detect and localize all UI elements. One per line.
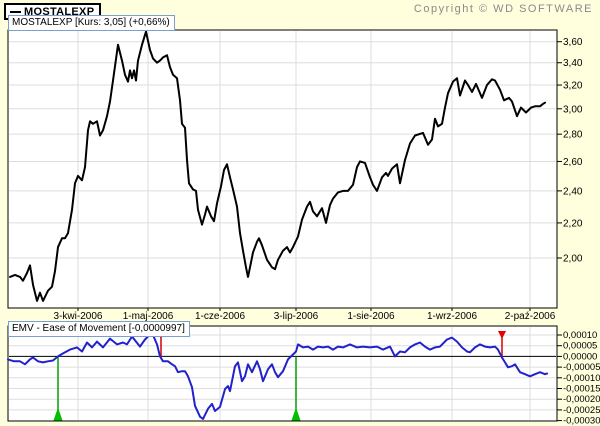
price-series-line — [9, 30, 546, 302]
price-axis-label: 3,20 — [563, 81, 583, 92]
emv-axis-label: 0,00005 — [563, 341, 597, 352]
emv-axis-label: -0,00015 — [563, 384, 600, 395]
price-axis-label: 3,40 — [563, 58, 583, 69]
copyright-text: Copyright © WD SOFTWARE — [413, 3, 593, 15]
price-axis-label: 2,20 — [563, 218, 583, 229]
x-axis-date-label: 1-cze-2006 — [195, 311, 245, 322]
price-axis-label: 2,60 — [563, 157, 583, 168]
price-axis-label: 2,80 — [563, 130, 583, 141]
x-axis-date-label: 1-maj-2006 — [123, 311, 174, 322]
x-axis-date-label: 1-sie-2006 — [347, 311, 395, 322]
price-axis-label: 2,00 — [563, 253, 583, 264]
emv-info-label[interactable]: EMV - Ease of Movement [-0,0000997] — [8, 321, 190, 337]
buy-signal-marker — [53, 407, 63, 421]
emv-axis-label: -0,00005 — [563, 362, 600, 373]
x-axis-date-label: 3-kwi-2006 — [54, 311, 103, 322]
price-axis-label: 3,60 — [563, 37, 583, 48]
emv-axis-label: -0,00010 — [563, 373, 600, 384]
price-axis-label: 3,00 — [563, 104, 583, 115]
price-axis-label: 2,40 — [563, 186, 583, 197]
buy-signal-marker — [291, 407, 301, 421]
emv-plot-frame — [7, 325, 558, 422]
emv-series-line — [7, 331, 548, 420]
emv-axis-label: -0,00025 — [563, 405, 600, 416]
emv-axis-label: 0,00010 — [563, 330, 597, 341]
series-legend-label: MOSTALEXP — [24, 5, 95, 18]
emv-axis-label: 0,00000 — [563, 351, 597, 362]
emv-axis-label: -0,00020 — [563, 394, 600, 405]
price-info-label[interactable]: MOSTALEXP [Kurs: 3,05] (+0,66%) — [8, 15, 175, 31]
emv-axis-label: -0,00030 — [563, 416, 600, 426]
x-axis-date-label: 1-wrz-2006 — [427, 311, 477, 322]
sell-signal-marker — [498, 331, 506, 339]
x-axis-date-label: 2-paź-2006 — [505, 311, 556, 322]
x-axis-date-label: 3-lip-2006 — [274, 311, 319, 322]
series-line-icon — [10, 10, 21, 13]
main-plot-frame — [7, 29, 558, 309]
